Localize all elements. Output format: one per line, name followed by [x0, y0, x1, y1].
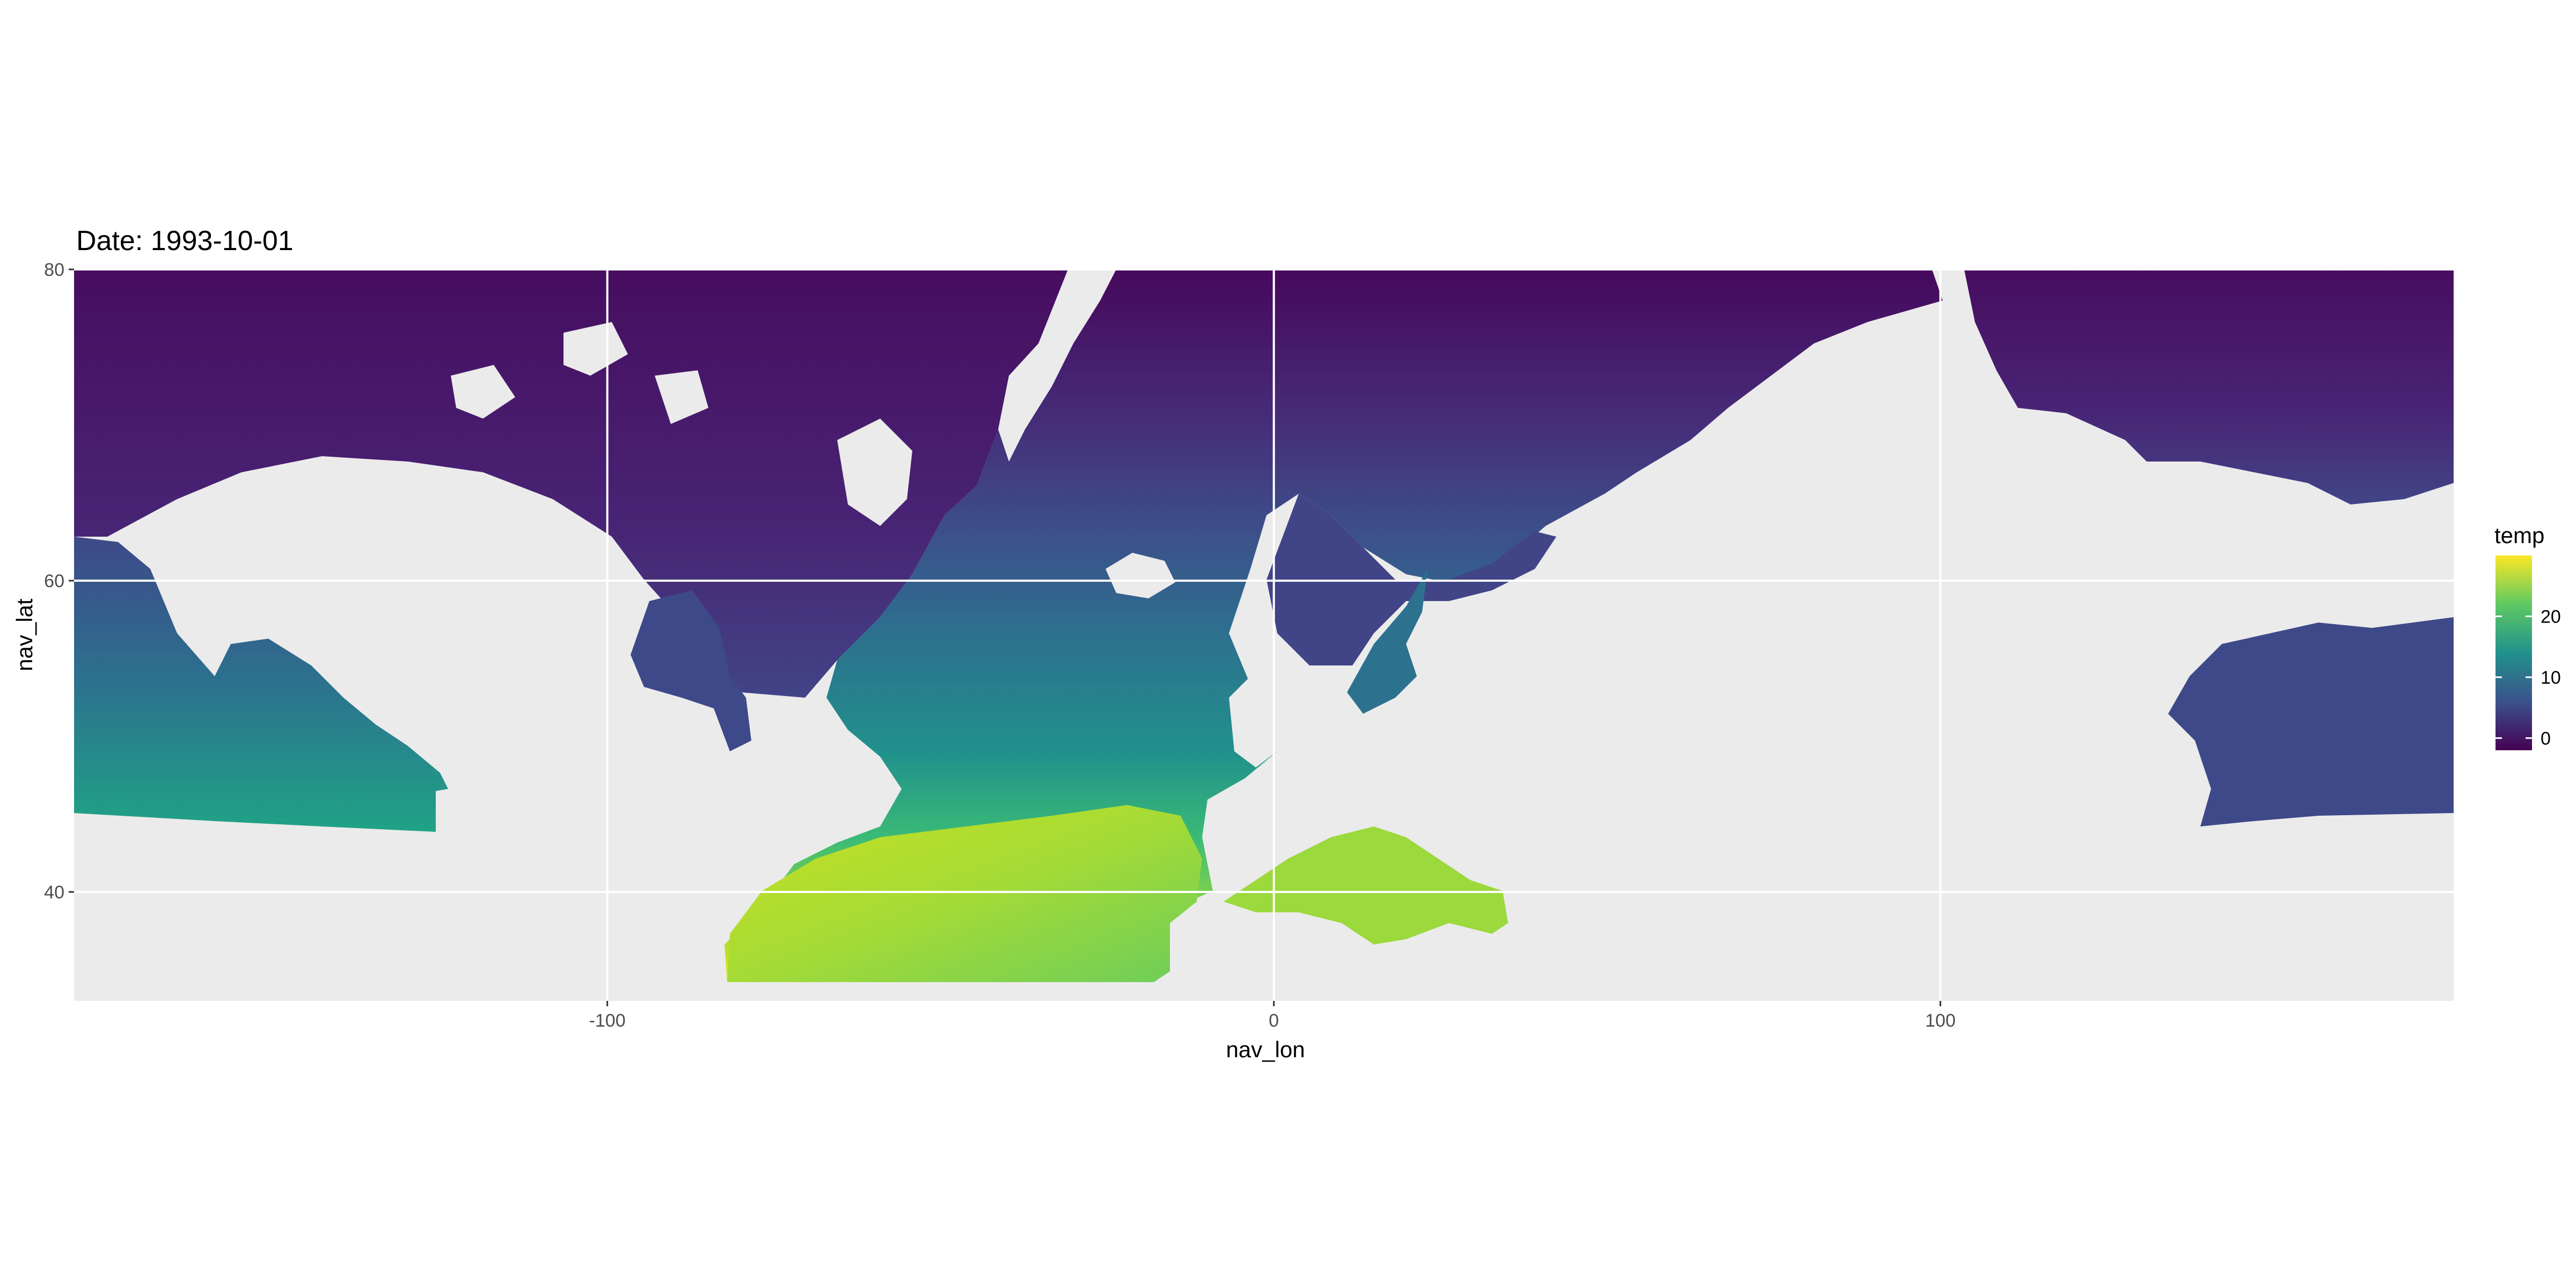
okhotsk-bering	[2168, 617, 2454, 826]
mediterranean	[1224, 826, 1508, 945]
arctic-east	[1964, 269, 2454, 504]
y-tick-label-0: 40	[44, 882, 64, 903]
legend-colorbar	[2496, 555, 2532, 750]
great-britain	[1229, 676, 1277, 767]
ocean-temperature-field	[74, 269, 2454, 982]
x-axis-title: nav_lon	[1226, 1037, 1305, 1062]
x-axis-ticks: -100 0 100	[589, 1001, 1956, 1031]
arctic-west	[74, 269, 1068, 698]
y-tick-label-2: 80	[44, 260, 64, 280]
y-axis-ticks: 40 60 80	[44, 260, 74, 903]
y-axis-title: nav_lat	[12, 598, 37, 671]
legend-ticks: 0 10 20	[2496, 606, 2561, 749]
legend-title: temp	[2494, 523, 2544, 548]
x-tick-label-2: 100	[1925, 1011, 1956, 1031]
arctic-island-2	[564, 322, 628, 376]
legend-tick-label-1: 10	[2541, 668, 2561, 688]
x-tick-label-1: 0	[1269, 1011, 1279, 1031]
arctic-island-3	[655, 370, 708, 424]
arctic-island-1	[451, 365, 515, 419]
baltic-sea	[1347, 569, 1428, 714]
plot-title: Date: 1993-10-01	[76, 225, 294, 257]
north-atlantic	[724, 269, 1943, 982]
hudson-bay	[631, 590, 751, 751]
greenland	[998, 269, 1116, 462]
baffin-island	[837, 419, 912, 526]
grid-lines	[74, 268, 2454, 1001]
iceland	[1106, 553, 1175, 598]
legend: temp 0 10 20	[2494, 523, 2561, 750]
x-tick-label-0: -100	[589, 1011, 626, 1031]
subtropical-atlantic	[727, 805, 1202, 982]
north-pacific	[74, 537, 448, 832]
legend-tick-label-2: 20	[2541, 606, 2561, 627]
legend-tick-label-0: 0	[2541, 728, 2551, 749]
y-tick-label-1: 60	[44, 571, 64, 591]
